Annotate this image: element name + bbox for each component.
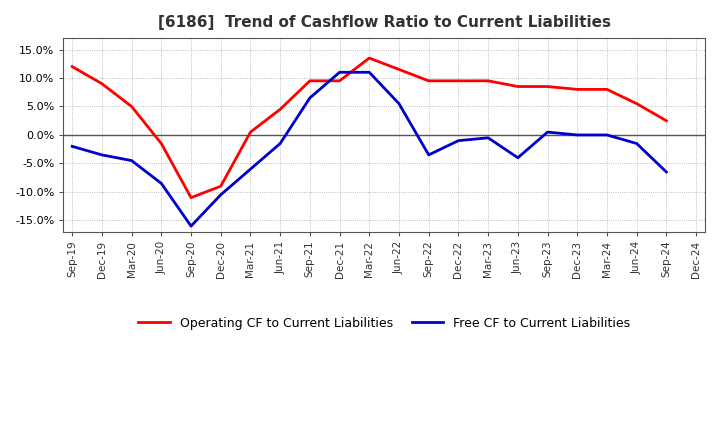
Operating CF to Current Liabilities (246, 129, 255, 135)
Operating CF to Current Liabilities (573, 87, 582, 92)
Line: Free CF to Current Liabilities: Free CF to Current Liabilities (72, 72, 667, 226)
Free CF to Current Liabilities (424, 152, 433, 158)
Operating CF to Current Liabilities (336, 78, 344, 84)
Operating CF to Current Liabilities (395, 67, 403, 72)
Operating CF to Current Liabilities (484, 78, 492, 84)
Operating CF to Current Liabilities (127, 104, 136, 109)
Operating CF to Current Liabilities (276, 106, 284, 112)
Free CF to Current Liabilities (157, 181, 166, 186)
Operating CF to Current Liabilities (98, 81, 107, 86)
Operating CF to Current Liabilities (305, 78, 314, 84)
Free CF to Current Liabilities (365, 70, 374, 75)
Operating CF to Current Liabilities (157, 141, 166, 146)
Free CF to Current Liabilities (573, 132, 582, 138)
Free CF to Current Liabilities (662, 169, 671, 175)
Free CF to Current Liabilities (603, 132, 611, 138)
Title: [6186]  Trend of Cashflow Ratio to Current Liabilities: [6186] Trend of Cashflow Ratio to Curren… (158, 15, 611, 30)
Operating CF to Current Liabilities (424, 78, 433, 84)
Operating CF to Current Liabilities (454, 78, 463, 84)
Operating CF to Current Liabilities (662, 118, 671, 123)
Free CF to Current Liabilities (217, 192, 225, 198)
Free CF to Current Liabilities (68, 144, 76, 149)
Operating CF to Current Liabilities (543, 84, 552, 89)
Free CF to Current Liabilities (336, 70, 344, 75)
Operating CF to Current Liabilities (603, 87, 611, 92)
Free CF to Current Liabilities (98, 152, 107, 158)
Operating CF to Current Liabilities (632, 101, 641, 106)
Free CF to Current Liabilities (632, 141, 641, 146)
Free CF to Current Liabilities (543, 129, 552, 135)
Free CF to Current Liabilities (246, 166, 255, 172)
Free CF to Current Liabilities (395, 101, 403, 106)
Free CF to Current Liabilities (484, 135, 492, 140)
Free CF to Current Liabilities (276, 141, 284, 146)
Free CF to Current Liabilities (186, 224, 195, 229)
Operating CF to Current Liabilities (365, 55, 374, 61)
Free CF to Current Liabilities (305, 95, 314, 101)
Operating CF to Current Liabilities (186, 195, 195, 200)
Operating CF to Current Liabilities (68, 64, 76, 69)
Free CF to Current Liabilities (127, 158, 136, 163)
Line: Operating CF to Current Liabilities: Operating CF to Current Liabilities (72, 58, 667, 198)
Free CF to Current Liabilities (513, 155, 522, 161)
Operating CF to Current Liabilities (217, 183, 225, 189)
Legend: Operating CF to Current Liabilities, Free CF to Current Liabilities: Operating CF to Current Liabilities, Fre… (133, 312, 635, 335)
Free CF to Current Liabilities (454, 138, 463, 143)
Operating CF to Current Liabilities (513, 84, 522, 89)
